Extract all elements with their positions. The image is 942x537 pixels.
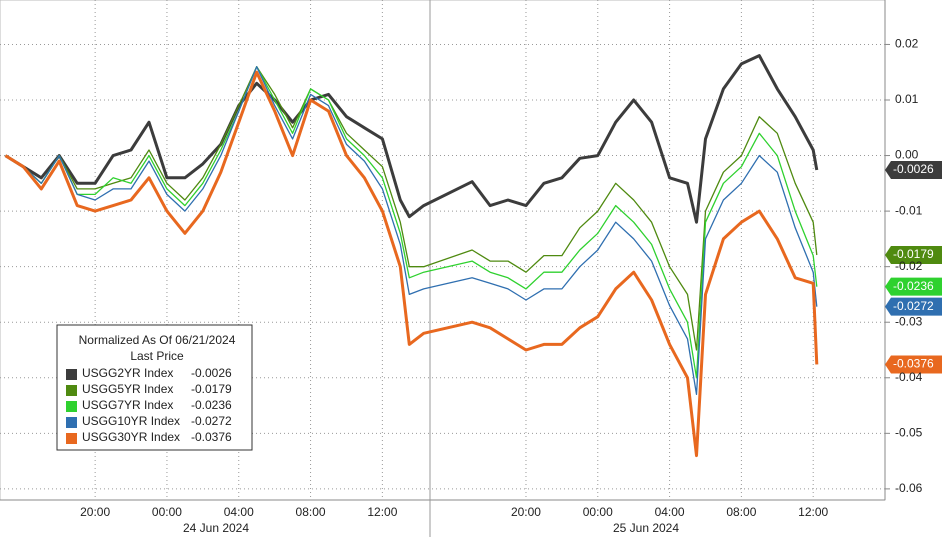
value-tag bbox=[885, 161, 942, 179]
date-label: 25 Jun 2024 bbox=[613, 521, 679, 535]
series-line bbox=[5, 66, 818, 351]
legend-label: USGG10YR Index bbox=[82, 414, 180, 428]
y-tick-label: 0.00 bbox=[895, 148, 919, 162]
x-tick-label: 20:00 bbox=[80, 505, 110, 519]
y-tick-label: -0.05 bbox=[895, 426, 923, 440]
legend-swatch bbox=[66, 433, 77, 444]
y-tick-label: -0.02 bbox=[895, 259, 923, 273]
legend-swatch bbox=[66, 369, 77, 380]
legend: Normalized As Of 06/21/2024 Last Price U… bbox=[56, 324, 253, 451]
y-tick-label: -0.03 bbox=[895, 314, 923, 328]
x-tick-label: 12:00 bbox=[798, 505, 828, 519]
series-line bbox=[5, 66, 818, 379]
legend-value: -0.0272 bbox=[191, 414, 232, 428]
value-tag bbox=[885, 277, 942, 296]
legend-label: USGG30YR Index bbox=[82, 430, 180, 444]
value-tag-label: -0.0272 bbox=[893, 299, 934, 313]
legend-label: USGG2YR Index bbox=[82, 366, 173, 380]
legend-items: USGG2YR Index -0.0026 USGG5YR Index -0.0179… bbox=[66, 366, 232, 444]
legend-value: -0.0026 bbox=[191, 366, 232, 380]
legend-subtitle: Last Price bbox=[130, 349, 184, 363]
x-tick-label: 08:00 bbox=[296, 505, 326, 519]
x-tick-label: 20:00 bbox=[511, 505, 541, 519]
legend-swatch bbox=[66, 417, 77, 428]
x-tick-label: 00:00 bbox=[583, 505, 613, 519]
value-tag-label: -0.0376 bbox=[893, 357, 934, 371]
lines bbox=[0, 0, 885, 500]
legend-value: -0.0376 bbox=[191, 430, 232, 444]
last-value-tags: -0.0026 -0.0179 -0.0236 -0.0272 -0.0376 bbox=[885, 161, 942, 374]
legend-box bbox=[56, 324, 253, 451]
y-tick-label: 0.01 bbox=[895, 92, 919, 106]
value-tag bbox=[885, 355, 942, 374]
y-tick-label: -0.06 bbox=[895, 481, 923, 495]
legend-swatch bbox=[66, 385, 77, 396]
x-tick-label: 00:00 bbox=[152, 505, 182, 519]
y-tick-label: -0.01 bbox=[895, 203, 923, 217]
legend-value: -0.0179 bbox=[191, 382, 232, 396]
value-tag bbox=[885, 297, 942, 316]
legend-label: USGG5YR Index bbox=[82, 382, 173, 396]
series-line bbox=[5, 66, 818, 396]
date-label: 24 Jun 2024 bbox=[183, 521, 249, 535]
series-line bbox=[4, 54, 819, 224]
value-tag-label: -0.0236 bbox=[893, 279, 934, 293]
legend-swatch bbox=[66, 401, 77, 412]
x-tick-label: 12:00 bbox=[367, 505, 397, 519]
x-tick-label: 04:00 bbox=[224, 505, 254, 519]
legend-value: -0.0236 bbox=[191, 398, 232, 412]
legend-label: USGG7YR Index bbox=[82, 398, 173, 412]
series-line bbox=[4, 70, 819, 458]
x-tick-label: 08:00 bbox=[726, 505, 756, 519]
value-tag bbox=[885, 246, 942, 264]
x-tick-label: 04:00 bbox=[655, 505, 685, 519]
y-tick-label: -0.04 bbox=[895, 370, 923, 384]
value-tag-label: -0.0026 bbox=[893, 162, 934, 176]
y-tick-label: 0.02 bbox=[895, 37, 919, 51]
value-tag-label: -0.0179 bbox=[893, 247, 934, 261]
legend-title: Normalized As Of 06/21/2024 bbox=[79, 333, 236, 347]
